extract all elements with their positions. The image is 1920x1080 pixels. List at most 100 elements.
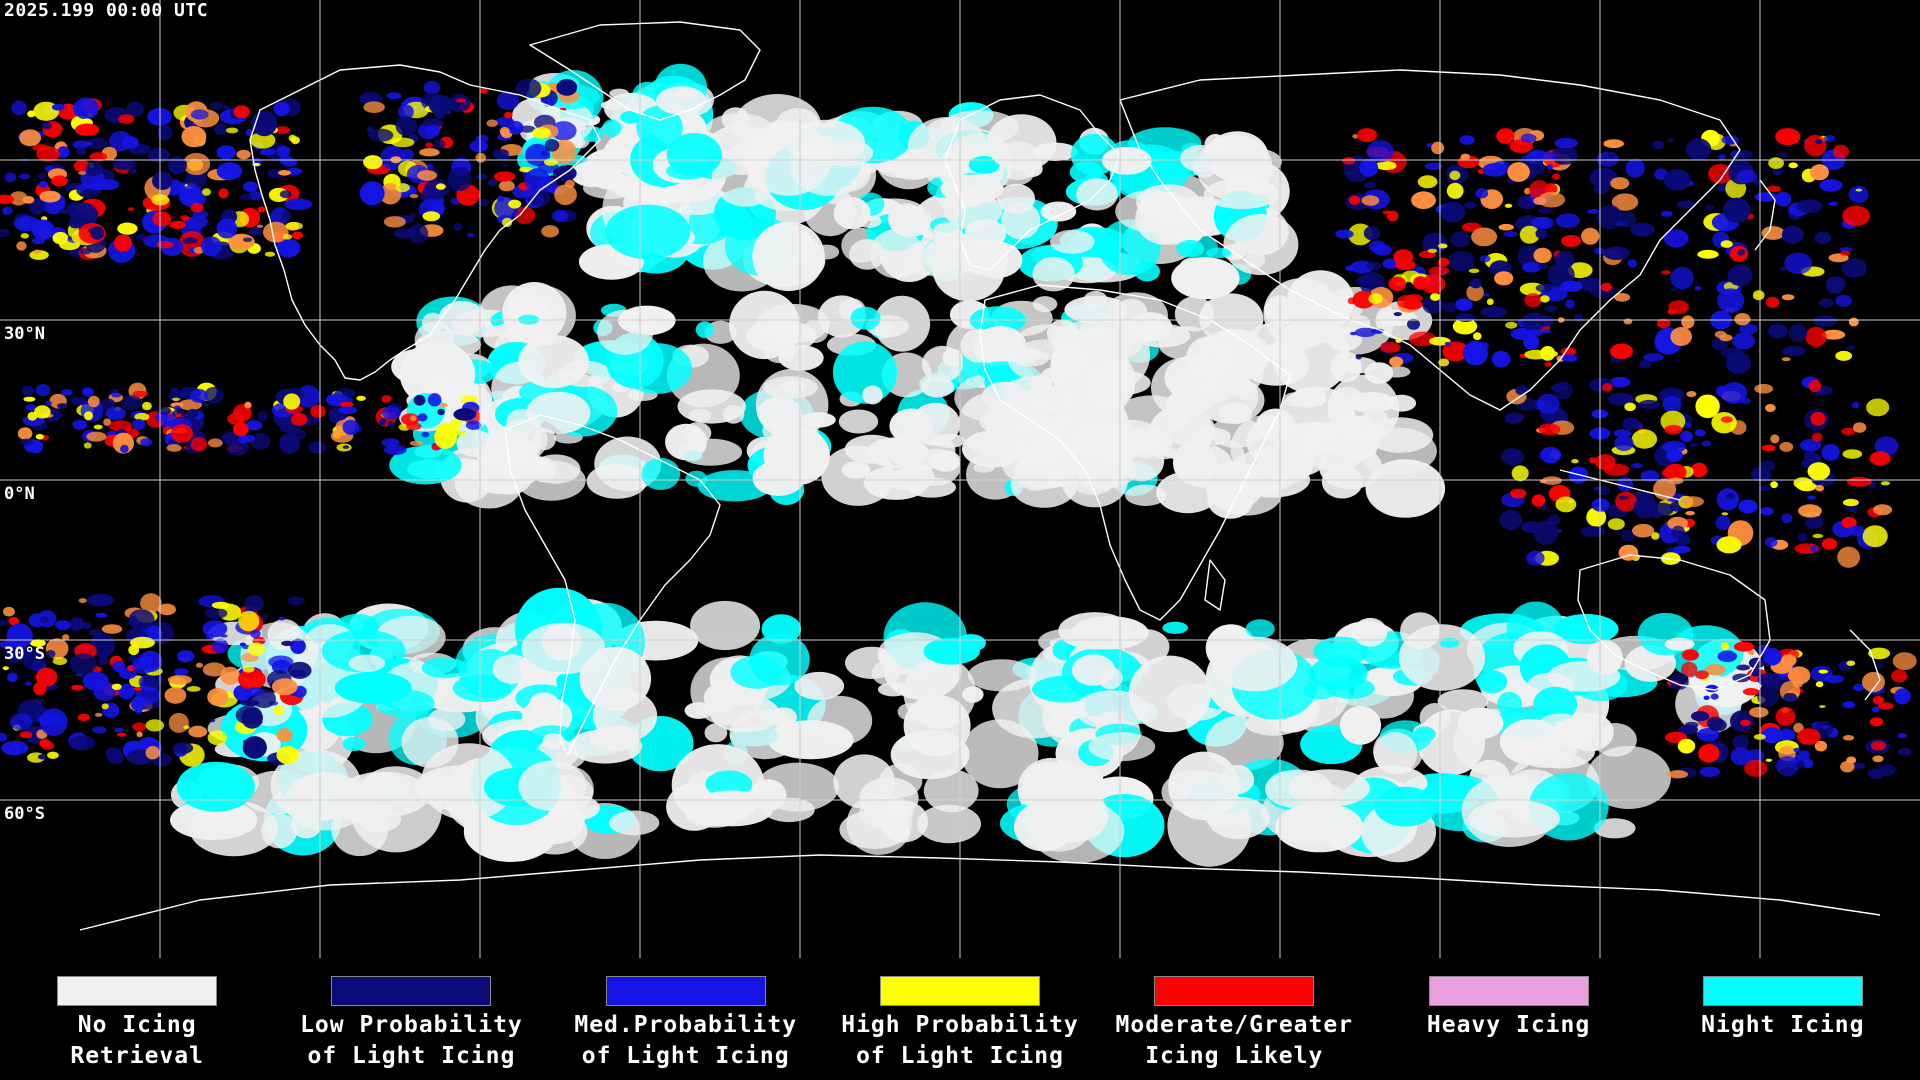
icing-field-patch [1374,786,1437,827]
icing-field-patch [1430,293,1441,301]
icing-field-patch [337,771,430,818]
icing-field-patch [794,671,845,701]
icing-field-patch [27,110,36,118]
icing-field-patch [1872,706,1880,713]
icing-field-patch [908,117,987,173]
icing-field-patch [1738,499,1758,514]
icing-field-patch [1824,674,1844,684]
icing-field-patch [359,181,385,206]
icing-field-patch [597,161,622,176]
icing-field-patch [1523,334,1540,350]
icing-field-patch [1439,637,1460,648]
legend-item: Med.Probability of Light Icing [544,976,828,1076]
icing-field-patch [1686,391,1697,398]
icing-field-patch [1779,441,1794,452]
icing-field-patch [850,306,881,330]
icing-field-patch [1788,323,1808,342]
icing-field-patch [1757,686,1779,707]
icing-field-patch [1586,746,1671,809]
icing-field-patch [268,655,294,669]
icing-field-patch [117,222,138,235]
icing-field-patch [1368,240,1386,253]
icing-field-patch [1594,247,1605,255]
icing-field-patch [1545,305,1557,313]
icing-field-patch [508,199,522,209]
icing-field-patch [1455,298,1473,311]
icing-field-patch [37,754,48,760]
icing-field-patch [69,617,85,631]
icing-field-patch [1355,275,1380,286]
icing-field-patch [1581,227,1600,245]
icing-field-patch [1752,179,1761,186]
icing-field-patch [1494,160,1510,170]
icing-field-patch [1617,477,1633,492]
icing-field-patch [77,713,90,722]
legend-label-line: Night Icing [1701,1012,1865,1038]
icing-field-patch [1821,329,1846,340]
icing-field-patch [172,742,194,754]
icing-field-patch [0,194,14,204]
icing-field-patch [1611,193,1639,211]
icing-field-patch [2,666,9,671]
timestamp-label: 2025.199 00:00 UTC [4,0,209,21]
icing-field-patch [421,657,468,679]
icing-field-patch [1152,446,1177,460]
icing-field-patch [514,206,536,224]
icing-field-patch [1607,151,1616,159]
icing-field-patch [889,408,934,444]
icing-field-patch [917,804,981,844]
icing-field-patch [1846,660,1856,666]
icing-field-patch [188,725,208,738]
icing-field-patch [1207,796,1270,840]
icing-field-patch [1531,161,1546,175]
icing-field-patch [1352,290,1375,309]
icing-field-patch [16,241,27,251]
icing-field-patch [428,707,466,731]
icing-field-patch [216,218,238,239]
icing-field-patch [961,719,1039,789]
icing-field-patch [1667,770,1689,779]
icing-field-patch [111,683,122,690]
icing-field-patch [1664,463,1687,481]
icing-field-patch [777,348,797,358]
icing-field-patch [515,78,542,99]
icing-field-patch [1553,614,1619,645]
legend-label-line: Low Probability [300,1012,523,1038]
icing-field-patch [39,190,61,203]
icing-field-patch [1684,721,1699,729]
icing-field-patch [930,450,961,472]
icing-field-patch [1591,498,1610,512]
icing-field-patch [276,146,291,157]
icing-field-patch [112,159,137,170]
icing-field-patch [756,303,830,344]
icing-field-patch [1842,498,1859,507]
icing-field-patch [1667,516,1689,531]
icing-field-patch [1050,229,1095,254]
icing-field-patch [46,650,56,658]
icing-field-patch [19,129,42,147]
icing-field-patch [186,408,199,419]
icing-field-patch [1672,545,1691,554]
icing-field-patch [413,394,426,406]
icing-field-patch [152,211,172,227]
icing-field-patch [1353,617,1388,647]
icing-field-patch [1536,393,1560,414]
icing-field-patch [1754,192,1778,202]
icing-field-patch [236,149,251,160]
icing-field-patch [1339,705,1382,745]
icing-field-patch [498,180,515,192]
icing-field-patch [1593,818,1636,839]
icing-field-patch [1426,142,1433,148]
icing-field-patch [1718,154,1727,160]
icing-field-patch [1891,669,1908,683]
icing-field-patch [242,736,267,759]
icing-field-patch [287,596,306,606]
icing-field-patch [1330,351,1362,383]
icing-field-patch [167,674,192,685]
icing-field-patch [1388,276,1407,291]
icing-field-patch [168,712,189,733]
icing-field-patch [1761,727,1783,744]
icing-field-patch [409,212,416,218]
icing-field-patch [1437,689,1489,713]
icing-field-patch [170,402,184,408]
